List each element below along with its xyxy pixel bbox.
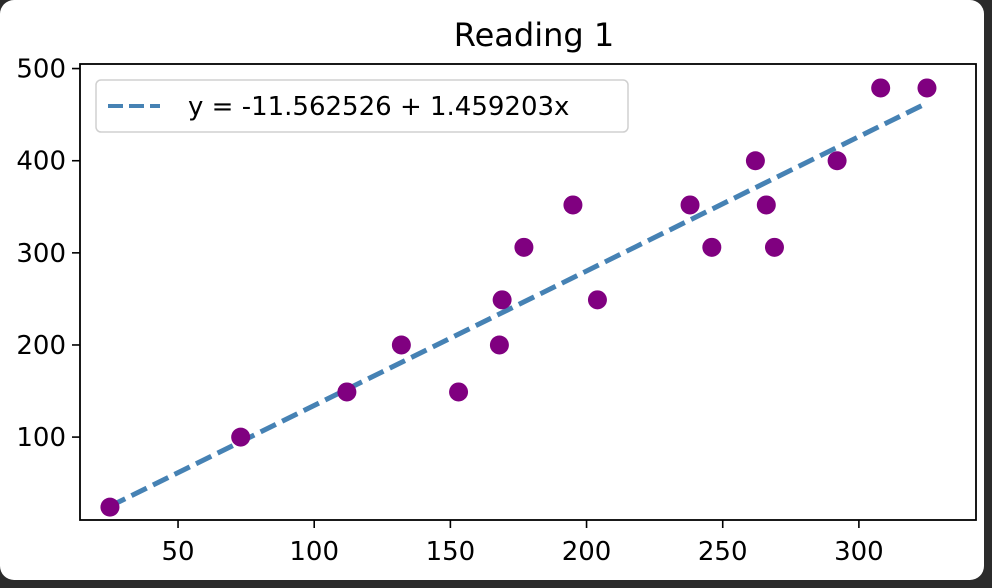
scatter-point (745, 151, 765, 171)
x-tick-label: 200 (562, 537, 612, 567)
plot-area-border (79, 63, 977, 521)
scatter-point (702, 237, 722, 257)
y-tick-label: 100 (16, 423, 66, 453)
y-tick-label: 500 (16, 55, 66, 85)
legend-box (95, 79, 629, 133)
y-tick-label: 200 (16, 331, 66, 361)
chart-title: Reading 1 (454, 16, 614, 54)
x-tick-label: 250 (698, 537, 748, 567)
scatter-point (337, 382, 357, 402)
scatter-point (917, 78, 937, 98)
scatter-point (391, 335, 411, 355)
y-tick-label: 400 (16, 147, 66, 177)
scatter-point (100, 497, 120, 517)
y-tick-label: 300 (16, 239, 66, 269)
scatter-point (587, 290, 607, 310)
scatter-point (489, 335, 509, 355)
scatter-point (231, 427, 251, 447)
chart-svg: Reading 1 50 100 150 200 250 3001002003004005… (16, 16, 977, 567)
scatter-point (449, 382, 469, 402)
scatter-point (514, 237, 534, 257)
x-tick-label: 100 (289, 537, 339, 567)
x-tick-label: 50 (161, 537, 194, 567)
scatter-point (756, 195, 776, 215)
plot-layer (100, 78, 937, 517)
x-tick-label: 300 (834, 537, 884, 567)
scatter-point (680, 195, 700, 215)
chart-frame: Reading 1 50 100 150 200 250 300 100 200 300 400 5… (0, 0, 984, 580)
scatter-point (492, 290, 512, 310)
scatter-point (563, 195, 583, 215)
scatter-point (871, 78, 891, 98)
scatter-point (827, 151, 847, 171)
axis-layer: 50 100 150 200 250 300 100 200 300 400 500 (16, 55, 883, 567)
x-tick-label: 150 (426, 537, 476, 567)
fit-line (108, 100, 929, 509)
legend: y = -11.562526 + 1.459203x (95, 79, 629, 133)
legend-label: y = -11.562526 + 1.459203x (188, 92, 569, 122)
scatter-point (764, 237, 784, 257)
